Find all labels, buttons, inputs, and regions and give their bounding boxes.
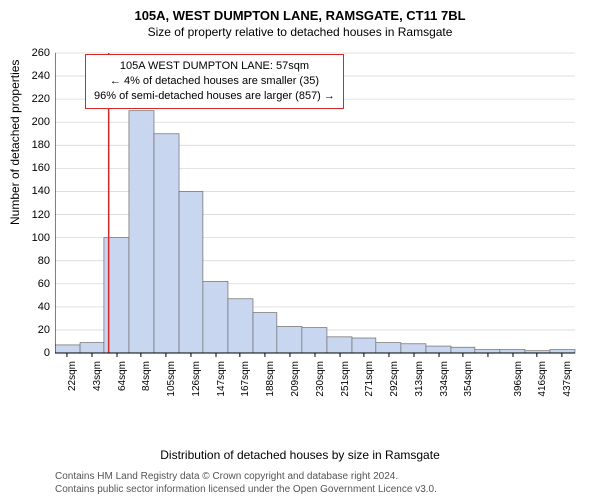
x-tick-label: 64sqm — [117, 361, 128, 411]
y-tick-label: 200 — [10, 116, 50, 128]
y-tick-label: 180 — [10, 139, 50, 151]
x-tick-label: 22sqm — [67, 361, 78, 411]
x-tick-label: 167sqm — [240, 361, 251, 411]
x-tick-label: 230sqm — [315, 361, 326, 411]
y-tick-label: 240 — [10, 70, 50, 82]
chart-container: 105A, WEST DUMPTON LANE, RAMSGATE, CT11 … — [0, 0, 600, 500]
x-tick-label: 292sqm — [389, 361, 400, 411]
x-tick-label: 396sqm — [513, 361, 524, 411]
x-tick-label: 271sqm — [364, 361, 375, 411]
annotation-box: 105A WEST DUMPTON LANE: 57sqm ← 4% of de… — [85, 54, 344, 109]
x-tick-label: 43sqm — [92, 361, 103, 411]
histogram-bar — [80, 343, 104, 353]
x-tick-label: 313sqm — [414, 361, 425, 411]
x-tick-label: 437sqm — [562, 361, 573, 411]
histogram-bar — [129, 111, 154, 353]
histogram-bar — [154, 134, 179, 353]
histogram-bar — [104, 238, 129, 353]
histogram-bar — [179, 191, 203, 353]
y-tick-label: 120 — [10, 209, 50, 221]
histogram-bar — [376, 343, 401, 353]
x-tick-label: 105sqm — [166, 361, 177, 411]
footer-text: Contains HM Land Registry data © Crown c… — [55, 471, 437, 496]
y-tick-label: 140 — [10, 185, 50, 197]
x-tick-label: 84sqm — [141, 361, 152, 411]
x-tick-label: 416sqm — [537, 361, 548, 411]
y-tick-label: 260 — [10, 47, 50, 59]
chart-subtitle: Size of property relative to detached ho… — [0, 23, 600, 43]
histogram-bar — [277, 326, 302, 353]
histogram-bar — [451, 347, 475, 353]
chart-area: 105A WEST DUMPTON LANE: 57sqm ← 4% of de… — [55, 48, 580, 403]
x-tick-label: 147sqm — [216, 361, 227, 411]
y-tick-label: 40 — [10, 301, 50, 313]
histogram-bar — [500, 350, 525, 353]
footer-line1: Contains HM Land Registry data © Crown c… — [55, 471, 437, 484]
y-tick-label: 80 — [10, 255, 50, 267]
x-tick-label: 251sqm — [340, 361, 351, 411]
annotation-line3: 96% of semi-detached houses are larger (… — [94, 89, 335, 104]
y-tick-label: 220 — [10, 93, 50, 105]
x-tick-label: 354sqm — [463, 361, 474, 411]
histogram-bar — [203, 281, 228, 353]
x-tick-label: 209sqm — [290, 361, 301, 411]
footer-line2: Contains public sector information licen… — [55, 484, 437, 497]
histogram-bar — [302, 328, 327, 353]
histogram-bar — [253, 313, 277, 353]
y-tick-label: 160 — [10, 162, 50, 174]
histogram-bar — [327, 337, 352, 353]
y-tick-label: 20 — [10, 324, 50, 336]
x-tick-label: 334sqm — [439, 361, 450, 411]
histogram-bar — [228, 299, 253, 353]
histogram-bar — [550, 350, 575, 353]
x-tick-label: 126sqm — [191, 361, 202, 411]
y-tick-label: 60 — [10, 278, 50, 290]
x-axis-label: Distribution of detached houses by size … — [0, 448, 600, 462]
histogram-bar — [426, 346, 451, 353]
x-tick-label: 188sqm — [265, 361, 276, 411]
histogram-bar — [352, 338, 376, 353]
histogram-bar — [55, 345, 80, 353]
chart-title: 105A, WEST DUMPTON LANE, RAMSGATE, CT11 … — [0, 0, 600, 23]
histogram-bar — [401, 344, 426, 353]
annotation-line1: 105A WEST DUMPTON LANE: 57sqm — [94, 59, 335, 74]
annotation-line2: ← 4% of detached houses are smaller (35) — [94, 74, 335, 89]
y-tick-label: 100 — [10, 232, 50, 244]
y-tick-label: 0 — [10, 347, 50, 359]
histogram-bar — [475, 350, 500, 353]
